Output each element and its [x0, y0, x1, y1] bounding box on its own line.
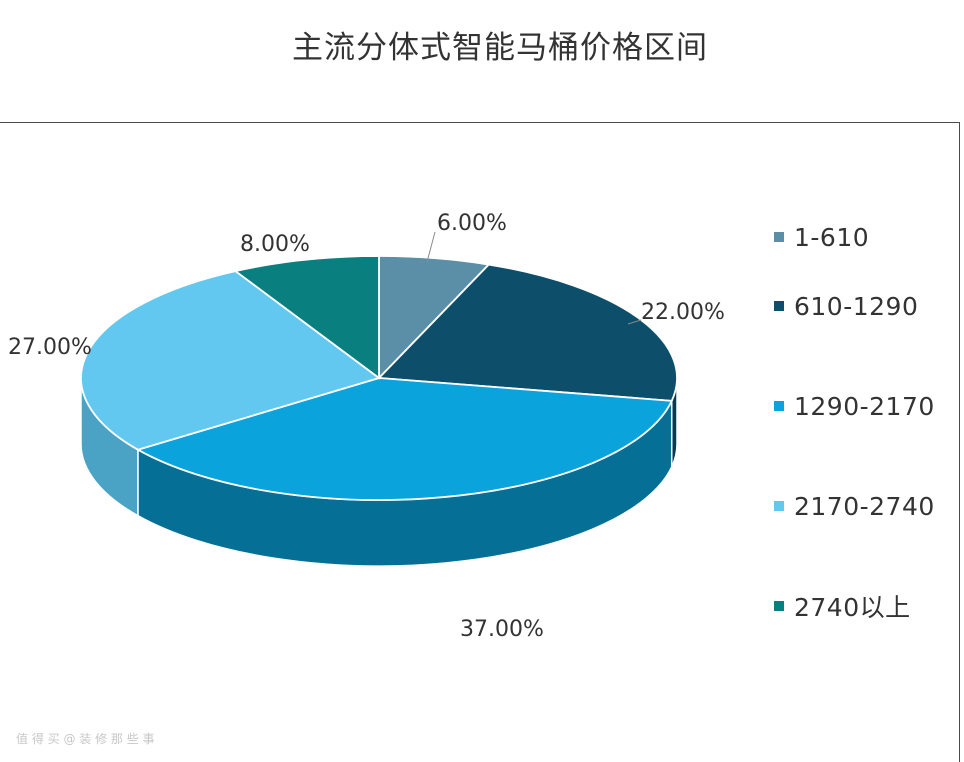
- legend-label: 2170-2740: [794, 491, 935, 521]
- legend-swatch: [774, 501, 784, 511]
- legend-item: 1290-2170: [774, 356, 935, 456]
- legend-item: 610-1290: [774, 256, 935, 356]
- legend-label: 2740以上: [794, 593, 911, 622]
- legend-item: 2740以上: [774, 556, 935, 656]
- legend-item: 2170-2740: [774, 456, 935, 556]
- legend: 1-610 610-1290 1290-2170 2170-2740 2740以上: [774, 218, 935, 656]
- data-label: 37.00%: [460, 617, 544, 642]
- pie-slice-2170-2740: [80, 270, 381, 451]
- legend-swatch: [774, 601, 784, 611]
- pie-slice-2740以上: [233, 255, 380, 380]
- legend-label: 610-1290: [794, 291, 919, 321]
- pie-tops: [80, 255, 678, 501]
- data-label: 6.00%: [437, 211, 507, 236]
- pie-slice-610-1290: [377, 263, 678, 402]
- watermark: 值 得 买 @ 装 修 那 些 事: [16, 732, 155, 746]
- legend-swatch: [774, 301, 784, 311]
- legend-item: 1-610: [774, 218, 935, 256]
- leader-lines: [426, 231, 642, 325]
- legend-label: 1-610: [794, 222, 870, 252]
- data-labels: 6.00% 22.00% 37.00% 27.00% 8.00%: [8, 211, 725, 642]
- chart-title: 主流分体式智能马桶价格区间: [292, 30, 708, 66]
- leader-line: [627, 319, 642, 325]
- data-label: 22.00%: [641, 300, 725, 325]
- leader-line: [426, 231, 436, 263]
- data-label: 27.00%: [8, 335, 92, 360]
- plot-area: [0, 122, 960, 762]
- pie-slice-1290-2170: [135, 377, 674, 501]
- legend-swatch: [774, 401, 784, 411]
- legend-swatch: [774, 232, 784, 242]
- data-label: 8.00%: [240, 232, 310, 257]
- legend-label: 1290-2170: [794, 391, 935, 421]
